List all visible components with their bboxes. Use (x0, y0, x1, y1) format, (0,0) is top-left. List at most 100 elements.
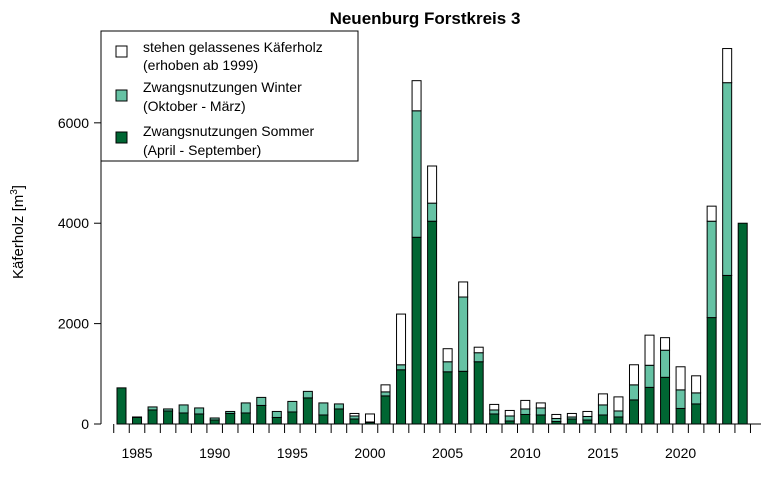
bar-winter-1998 (333, 403, 344, 410)
bar-winter-2009 (504, 415, 515, 422)
bar-sommer-2014 (582, 419, 593, 425)
x-tick-label-2005: 2005 (432, 445, 463, 461)
bar-winter-2004 (427, 202, 438, 222)
bar-winter-2017 (628, 384, 639, 401)
y-axis-label-superscript: 3 (9, 189, 20, 195)
bar-sommer-2007 (473, 361, 484, 425)
legend-label-sommer-line2: (April - September) (143, 142, 261, 158)
bar-sommer-1999 (349, 418, 360, 425)
bar-winter-1989 (194, 407, 205, 415)
chart-title: Neuenburg Forstkreis 3 (330, 9, 521, 28)
bar-winter-2022 (706, 220, 717, 319)
bar-winter-2020 (675, 389, 686, 409)
bar-sommer-1989 (194, 413, 205, 425)
bar-sommer-2004 (427, 220, 438, 425)
y-axis-label: Käferholz [m3] (9, 185, 27, 279)
bar-winter-1997 (318, 402, 329, 416)
bar-stehen-2023 (722, 48, 733, 84)
y-axis-label-end: ] (10, 185, 27, 189)
bar-winter-1988 (178, 404, 189, 414)
bar-winter-1991 (225, 410, 236, 414)
x-tick-label-1985: 1985 (121, 445, 152, 461)
bar-sommer-2021 (691, 403, 702, 425)
x-tick-label-2000: 2000 (354, 445, 385, 461)
bar-sommer-2020 (675, 407, 686, 425)
bar-winter-1990 (209, 417, 220, 421)
bar-winter-1986 (147, 406, 158, 411)
bar-stehen-2011 (535, 402, 546, 409)
y-tick-label-2000: 2000 (58, 316, 89, 332)
bar-winter-2021 (691, 392, 702, 405)
bar-sommer-2023 (722, 274, 733, 425)
legend: stehen gelassenes Käferholz (erhoben ab … (100, 30, 359, 162)
bar-sommer-2015 (597, 414, 608, 425)
bar-winter-2008 (489, 409, 500, 415)
bar-sommer-1996 (302, 397, 313, 425)
bar-winter-2001 (380, 391, 391, 397)
bar-stehen-2005 (442, 348, 453, 363)
bar-stehen-2004 (427, 165, 438, 204)
bar-sommer-2006 (458, 370, 469, 425)
legend-swatch-sommer (115, 131, 128, 144)
bar-stehen-2012 (551, 413, 562, 419)
legend-box (100, 30, 359, 162)
bar-stehen-2007 (473, 346, 484, 354)
bar-winter-1996 (302, 390, 313, 399)
bar-stehen-2013 (566, 412, 577, 418)
bar-sommer-1988 (178, 412, 189, 425)
bar-sommer-1992 (240, 412, 251, 425)
bar-sommer-2013 (566, 418, 577, 425)
y-tick-label-4000: 4000 (58, 215, 89, 231)
bar-stehen-2017 (628, 364, 639, 386)
bar-stehen-2018 (644, 334, 655, 366)
bar-sommer-2003 (411, 236, 422, 425)
bar-winter-2002 (396, 364, 407, 371)
bar-winter-2018 (644, 364, 655, 388)
legend-label-winter-line2: (Oktober - März) (143, 98, 246, 114)
bar-stehen-2021 (691, 375, 702, 394)
bar-winter-1985 (132, 416, 143, 418)
bar-stehen-2008 (489, 403, 500, 411)
x-ticks: 1985 1990 1995 2000 2005 2010 2015 2020 (113, 424, 751, 461)
bar-sommer-2008 (489, 413, 500, 425)
bar-sommer-1987 (163, 410, 174, 425)
bar-stehen-2003 (411, 80, 422, 112)
x-tick-label-2010: 2010 (510, 445, 541, 461)
bar-sommer-1997 (318, 414, 329, 425)
bar-sommer-2001 (380, 395, 391, 425)
bar-winter-2014 (582, 415, 593, 421)
x-tick-label-2020: 2020 (665, 445, 696, 461)
bar-winter-1994 (271, 410, 282, 418)
y-tick-label-0: 0 (81, 416, 89, 432)
bar-winter-1992 (240, 402, 251, 414)
y-ticks: 0 2000 4000 6000 (58, 115, 101, 432)
bar-sommer-1994 (271, 416, 282, 425)
bar-stehen-1999 (349, 412, 360, 417)
bar-stehen-2022 (706, 205, 717, 222)
bar-winter-2007 (473, 352, 484, 363)
bar-sommer-1991 (225, 412, 236, 425)
legend-label-sommer-line1: Zwangsnutzungen Sommer (143, 123, 315, 139)
bar-winter-2023 (722, 82, 733, 276)
bar-stehen-2015 (597, 393, 608, 406)
bar-winter-1995 (287, 400, 298, 413)
y-tick-label-6000: 6000 (58, 115, 89, 131)
legend-label-stehen-line1: stehen gelassenes Käferholz (143, 39, 323, 55)
legend-swatch-stehen (115, 45, 128, 58)
bar-stehen-2002 (396, 313, 407, 366)
bar-winter-2019 (660, 349, 671, 378)
legend-label-stehen-line2: (erhoben ab 1999) (143, 57, 258, 73)
bar-sommer-1984 (116, 387, 127, 425)
bar-winter-2011 (535, 407, 546, 416)
bar-sommer-2016 (613, 416, 624, 425)
legend-swatch-winter (115, 89, 128, 102)
bar-sommer-2018 (644, 386, 655, 425)
bar-winter-1993 (256, 396, 267, 406)
bar-sommer-2010 (520, 413, 531, 425)
bar-sommer-1995 (287, 411, 298, 425)
bar-sommer-1993 (256, 404, 267, 425)
legend-label-winter-line1: Zwangsnutzungen Winter (143, 79, 302, 95)
bar-winter-2003 (411, 110, 422, 238)
bar-stehen-2009 (504, 409, 515, 417)
bar-sommer-1990 (209, 419, 220, 425)
